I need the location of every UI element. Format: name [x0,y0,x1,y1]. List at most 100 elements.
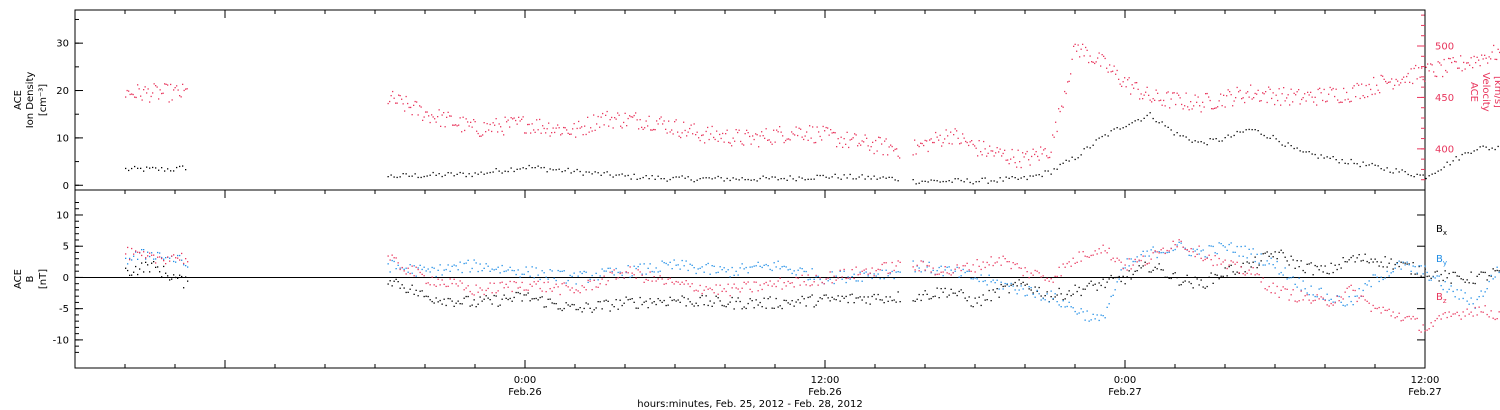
point-bx [875,298,877,300]
point-bz [587,279,589,281]
point-velocity [725,133,727,135]
point-velocity [1161,104,1163,106]
point-bx [1180,284,1182,286]
point-by [467,259,469,261]
point-bx [1120,280,1122,283]
point-by [1478,296,1480,298]
point-density [1128,123,1130,126]
point-velocity [1134,82,1136,84]
point-bz [1200,257,1202,259]
point-bz [475,284,477,286]
point-density [1011,176,1013,178]
point-velocity [456,125,458,127]
point-bx [1376,261,1378,263]
point-velocity [503,134,505,136]
point-by [986,284,988,286]
point-by [615,267,617,270]
point-by [417,267,419,269]
point-by [968,270,970,272]
point-by [517,269,519,271]
point-velocity [1266,101,1268,104]
series-density [125,112,1499,185]
point-velocity [1020,166,1022,169]
point-by [665,262,667,265]
point-density [1278,140,1280,143]
point-velocity [1386,82,1388,84]
point-bx [425,295,427,297]
point-density [738,179,740,181]
point-bz [185,258,187,260]
point-bx [397,281,399,283]
point-bz [781,288,783,290]
point-bx [1418,265,1420,268]
point-velocity [927,150,929,153]
point-bx [605,299,607,301]
point-bz [135,250,137,252]
point-velocity [666,132,668,134]
point-bx [950,288,952,290]
point-bx [1208,276,1210,278]
point-bx [481,300,483,302]
point-bz [787,280,789,283]
point-velocity [1455,61,1457,63]
point-bz [711,289,713,291]
point-bz [1272,282,1274,284]
point-by [914,271,916,273]
point-by [727,269,729,271]
point-bz [625,271,627,273]
point-bx [431,300,433,303]
point-bz [739,291,741,293]
point-by [791,272,793,275]
point-velocity [569,133,571,135]
point-bz [759,284,761,286]
point-by [1026,294,1028,296]
point-bz [1016,263,1018,265]
point-velocity [1209,99,1211,102]
point-velocity [176,85,178,87]
point-velocity [740,140,742,143]
point-by [1224,246,1226,248]
point-velocity [788,138,790,140]
point-bz [1492,317,1494,319]
point-velocity [720,137,722,140]
point-by [1348,296,1350,298]
point-bx [879,299,881,301]
point-bz [1430,322,1432,324]
point-velocity [1293,92,1295,94]
point-velocity [776,129,778,131]
point-density [1221,140,1223,142]
point-by [457,269,459,271]
point-velocity [1296,91,1298,93]
point-bz [529,283,531,285]
point-bz [1012,262,1014,264]
point-by [1140,254,1142,256]
point-density [558,168,560,170]
point-bz [409,272,411,275]
point-by [393,260,395,263]
point-by [743,268,745,270]
point-by [1190,255,1192,257]
point-velocity [941,145,943,147]
point-by [661,260,663,262]
point-bz [976,259,978,261]
point-bz [799,284,801,286]
point-bx [671,299,673,302]
point-density [125,167,127,170]
point-velocity [836,146,838,148]
point-velocity [722,132,724,135]
point-bz [1416,317,1418,320]
point-by [675,264,677,266]
point-by [873,273,875,275]
point-velocity [965,140,967,143]
point-bz [547,281,549,283]
point-velocity [767,139,769,141]
point-bx [1482,271,1484,273]
point-by [741,263,743,265]
point-by [1258,262,1260,264]
point-density [1359,165,1361,168]
point-bx [663,299,665,302]
point-bz [151,254,153,256]
point-bz [791,282,793,284]
point-velocity [417,114,419,116]
point-velocity [444,126,446,128]
